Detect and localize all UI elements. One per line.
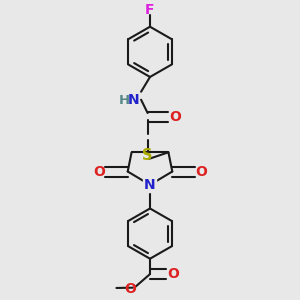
Text: F: F (145, 3, 155, 17)
Text: O: O (93, 164, 105, 178)
Text: S: S (142, 148, 153, 164)
Text: O: O (195, 164, 207, 178)
Text: N: N (144, 178, 156, 192)
Text: H: H (119, 94, 130, 106)
Text: O: O (124, 282, 136, 296)
Text: N: N (128, 93, 140, 107)
Text: O: O (167, 267, 179, 281)
Text: O: O (169, 110, 181, 124)
